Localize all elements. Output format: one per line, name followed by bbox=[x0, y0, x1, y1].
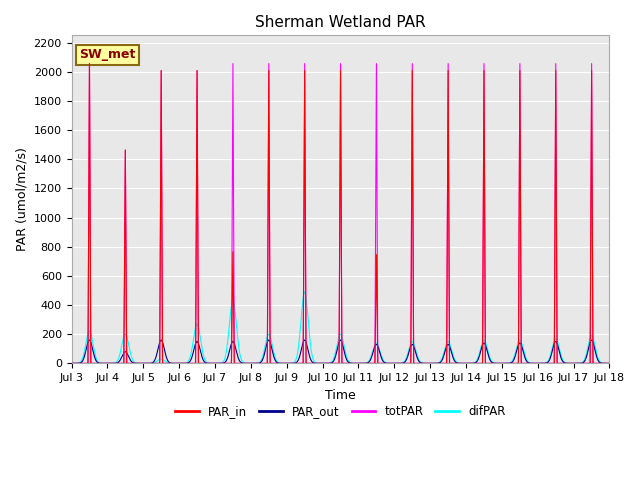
Y-axis label: PAR (umol/m2/s): PAR (umol/m2/s) bbox=[15, 147, 28, 252]
Title: Sherman Wetland PAR: Sherman Wetland PAR bbox=[255, 15, 426, 30]
Text: SW_met: SW_met bbox=[79, 48, 136, 61]
X-axis label: Time: Time bbox=[325, 389, 356, 402]
Legend: PAR_in, PAR_out, totPAR, difPAR: PAR_in, PAR_out, totPAR, difPAR bbox=[170, 401, 511, 423]
